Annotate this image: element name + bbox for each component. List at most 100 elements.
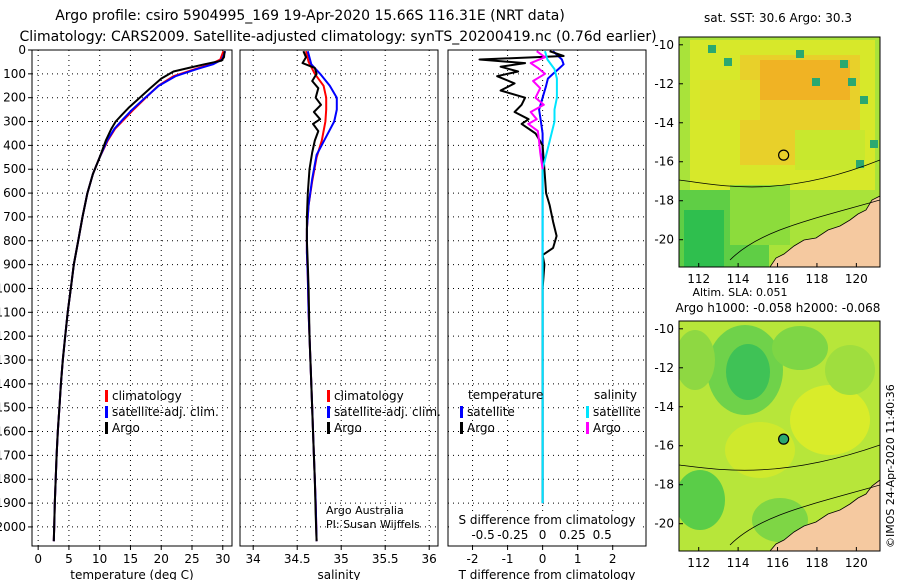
salinity-legend: climatology satellite-adj. clim. Argo <box>327 389 441 435</box>
sst-patch-mid <box>795 130 865 170</box>
lat-tick-label: -18 <box>654 478 674 492</box>
sla-low-4 <box>679 470 725 530</box>
sst-map-axes: 112 114 116 118 120 -10 -12 -14 -16 -18 -20 <box>654 38 867 286</box>
sst-cloud-pixel <box>724 58 732 66</box>
sst-cloud-pixel <box>856 160 864 168</box>
depth-tick-label: 0 <box>18 43 26 57</box>
lon-tick-label: 112 <box>687 556 710 570</box>
depth-tick-label: 1300 <box>0 353 26 367</box>
depth-tick-label: 1800 <box>0 472 26 486</box>
lon-tick-label: 114 <box>727 272 750 286</box>
difference-plot-frame <box>447 49 647 547</box>
series-argo <box>52 51 226 542</box>
depth-tick-label: 1500 <box>0 401 26 415</box>
lat-tick-label: -20 <box>654 233 674 247</box>
s-axis-backdrop <box>452 512 642 542</box>
sla-high-2 <box>725 422 795 478</box>
sst-cloud-pixel <box>708 45 716 53</box>
salinity-xlabel: salinity <box>317 568 360 580</box>
legend-t-sat-swatch <box>460 406 463 418</box>
x-tick-label: 2 <box>609 552 617 566</box>
sst-map-title: sat. SST: 30.6 Argo: 30.3 <box>704 11 852 25</box>
lon-tick-label: 112 <box>687 272 710 286</box>
legend-salinity-title: salinity <box>594 388 637 402</box>
s-tick-label: 0.25 <box>559 528 586 542</box>
legend-clim-label: climatology <box>334 389 404 403</box>
imos-credit: ©IMOS 24-Apr-2020 11:40:36 <box>884 384 897 548</box>
x-tick-label: 35 <box>334 552 349 566</box>
depth-tick-label: 1200 <box>0 329 26 343</box>
s-tick-label: 0 <box>539 528 547 542</box>
legend-sat-label: satellite-adj. clim. <box>112 405 219 419</box>
t-difference-axis: -2 -1 0 1 2 <box>467 546 617 566</box>
sst-cloud-pixel <box>870 140 878 148</box>
credit-pi: PI: Susan Wijffels <box>326 518 420 531</box>
sla-low-2 <box>772 326 828 370</box>
s-difference-xlabel: S difference from climatology <box>459 513 636 527</box>
sla-high-1 <box>790 385 870 455</box>
salinity-panel: 34 34.5 35 35.5 36 salinity climatology sate… <box>239 49 441 580</box>
x-tick-label: 0 <box>34 552 42 566</box>
lon-tick-label: 116 <box>766 556 789 570</box>
title-line-2: Climatology: CARS2009. Satellite-adjuste… <box>19 29 656 45</box>
series-t-argo <box>478 50 565 504</box>
series-climatology <box>52 50 225 542</box>
x-tick-label: 15 <box>123 552 138 566</box>
sst-cool-band <box>730 185 790 245</box>
sla-land <box>769 479 880 551</box>
legend-t-argo-swatch <box>460 422 463 434</box>
legend-s-argo-label: Argo <box>593 421 621 435</box>
legend-t-sat-label: satellite <box>467 405 515 419</box>
depth-tick-label: 100 <box>3 67 26 81</box>
sst-cloud-pixel <box>860 96 868 104</box>
sla-map-frame <box>678 320 881 552</box>
salinity-axis: 34 34.5 35 35.5 36 <box>246 546 437 566</box>
sla-map: Altim. SLA: 0.051 Argo h1000: -0.058 h20… <box>654 286 881 570</box>
legend-sat-label: satellite-adj. clim. <box>334 405 441 419</box>
lat-tick-label: -18 <box>654 194 674 208</box>
legend-clim-swatch <box>327 390 330 402</box>
depth-tick-label: 2000 <box>0 520 26 534</box>
sst-cloud-pixel <box>796 50 804 58</box>
difference-lines <box>478 50 565 504</box>
legend-temperature-title: temperature <box>468 388 543 402</box>
lat-tick-label: -10 <box>654 38 674 52</box>
sst-map: sat. SST: 30.6 Argo: 30.3 112 <box>654 11 881 286</box>
salinity-lines <box>301 50 338 542</box>
legend-s-argo-swatch <box>586 422 589 434</box>
legend-sat-swatch <box>327 406 330 418</box>
sla-map-title-2: Argo h1000: -0.058 h2000: -0.068 <box>676 301 881 315</box>
temperature-plot-frame <box>31 49 233 547</box>
x-tick-label: -2 <box>467 552 479 566</box>
sst-cloud-pixel <box>840 60 848 68</box>
sst-map-field <box>679 37 880 267</box>
temperature-lines <box>52 50 227 542</box>
credit-argo-australia: Argo Australia <box>326 504 404 517</box>
sla-float-marker <box>778 433 790 445</box>
series-s-argo <box>527 50 546 170</box>
depth-tick-label: 1400 <box>0 377 26 391</box>
sst-cloud-pixel <box>848 78 856 86</box>
depth-tick-label: 500 <box>3 162 26 176</box>
series-s-satellite <box>541 50 558 504</box>
sla-low-1-core <box>726 344 770 400</box>
sst-map-frame <box>678 36 881 268</box>
sst-warmest-patch <box>760 60 850 100</box>
sla-contour <box>679 444 880 471</box>
lon-tick-label: 120 <box>845 556 868 570</box>
sla-contour <box>729 484 880 546</box>
lat-tick-label: -16 <box>654 439 674 453</box>
salinity-grid <box>240 49 438 546</box>
temperature-axis: 0 5 10 15 20 25 30 <box>34 546 230 566</box>
x-tick-label: 35.5 <box>372 552 399 566</box>
temperature-panel: 0100200300400500600700800900100011001200… <box>0 43 233 580</box>
legend-argo-label: Argo <box>112 421 140 435</box>
lon-tick-label: 118 <box>805 556 828 570</box>
lat-tick-label: -12 <box>654 361 674 375</box>
title-line-1: Argo profile: csiro 5904995_169 19-Apr-2… <box>55 8 565 24</box>
depth-tick-label: 300 <box>3 115 26 129</box>
legend-argo-swatch <box>327 422 330 434</box>
depth-tick-label: 400 <box>3 138 26 152</box>
s-tick-label: -0.5 <box>471 528 494 542</box>
